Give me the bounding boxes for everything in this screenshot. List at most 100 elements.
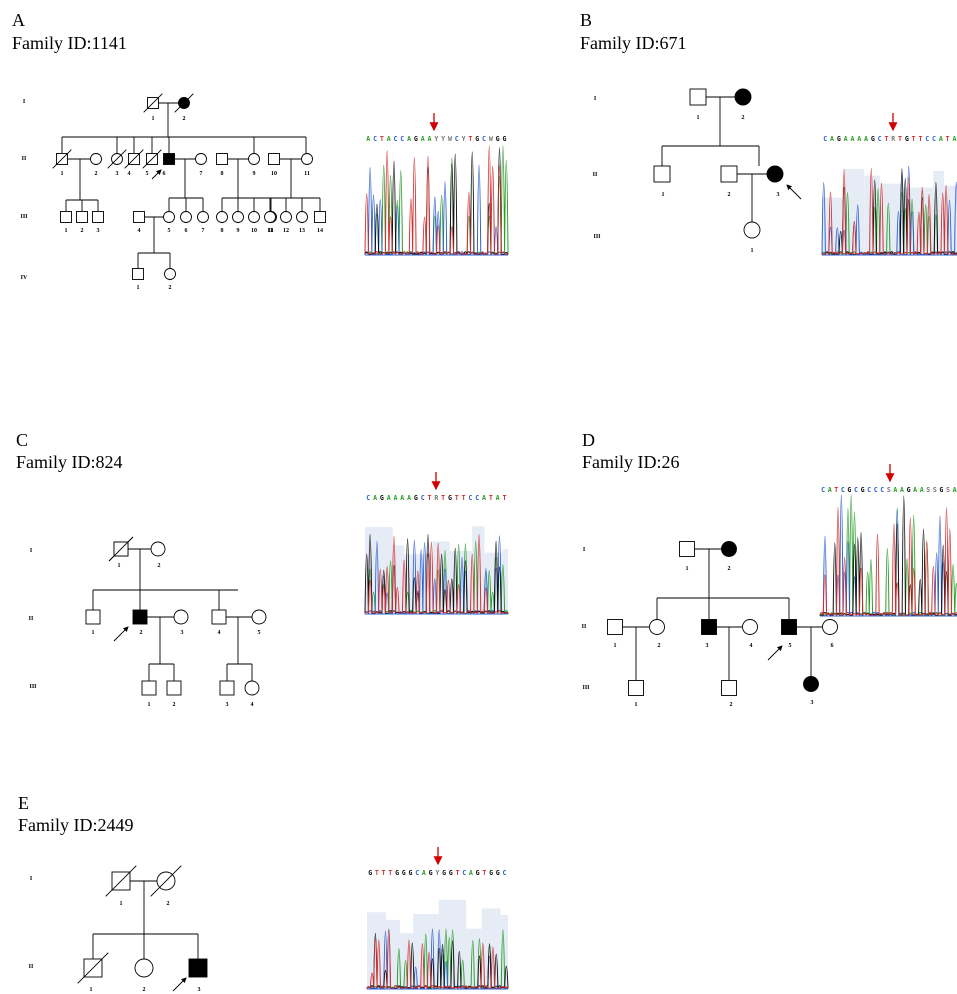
male-symbol bbox=[701, 619, 717, 635]
proband-arrow bbox=[786, 184, 802, 200]
panel-a-family-id: Family ID:1141 bbox=[12, 33, 127, 53]
deceased-slash bbox=[107, 149, 127, 169]
sequence-base: A bbox=[864, 135, 868, 143]
sequence-base: G bbox=[905, 135, 909, 143]
sequence-base: Y bbox=[435, 869, 439, 877]
panel-e-label: E bbox=[18, 793, 29, 813]
sequence-base: C bbox=[925, 135, 929, 143]
sequence-base: C bbox=[932, 135, 936, 143]
individual-number: 10 bbox=[251, 228, 257, 234]
female-symbol bbox=[251, 609, 267, 625]
quality-bar bbox=[392, 545, 405, 614]
sequence-base: C bbox=[462, 869, 466, 877]
female-symbol bbox=[264, 211, 276, 223]
female-symbol bbox=[301, 153, 313, 165]
sequence-base: G bbox=[395, 869, 399, 877]
individual-number: 2 bbox=[730, 702, 733, 708]
sequence-base: R bbox=[891, 135, 895, 143]
sequence-base: C bbox=[878, 135, 882, 143]
sequence-base: C bbox=[823, 135, 827, 143]
sequence-base: G bbox=[861, 486, 865, 494]
sequence-base: C bbox=[455, 135, 459, 143]
generation-label: II bbox=[22, 156, 27, 162]
female-symbol bbox=[280, 211, 292, 223]
individual-number: 1 bbox=[635, 702, 638, 708]
male-symbol bbox=[721, 680, 737, 696]
individual-number: 10 bbox=[271, 171, 277, 177]
individual-number: 1 bbox=[662, 192, 665, 198]
sequence-base: T bbox=[918, 135, 922, 143]
sequence-base: G bbox=[871, 135, 875, 143]
sequence-base: C bbox=[421, 494, 425, 502]
sequence-base: C bbox=[366, 494, 370, 502]
sequence-base: A bbox=[373, 494, 377, 502]
sequence-base: C bbox=[475, 494, 479, 502]
male-symbol bbox=[219, 680, 235, 696]
male-symbol bbox=[132, 609, 148, 625]
panel-c-family-id: Family ID:824 bbox=[16, 452, 123, 472]
generation-label: I bbox=[594, 96, 597, 102]
panel-e-family-id: Family ID:2449 bbox=[18, 815, 134, 835]
sequence-base: G bbox=[402, 869, 406, 877]
female-symbol bbox=[173, 609, 189, 625]
deceased-slash bbox=[124, 149, 144, 169]
female-symbol bbox=[163, 211, 175, 223]
male-symbol bbox=[689, 88, 707, 106]
individual-number: 3 bbox=[181, 630, 184, 636]
individual-number: 7 bbox=[200, 171, 203, 177]
individual-number: 4 bbox=[218, 630, 221, 636]
sequence-base: G bbox=[489, 869, 493, 877]
deceased-slash bbox=[174, 93, 194, 113]
quality-bar bbox=[481, 908, 501, 989]
male-symbol bbox=[188, 958, 208, 978]
male-symbol bbox=[166, 680, 182, 696]
individual-number: 1 bbox=[118, 563, 121, 569]
sequence-base: A bbox=[482, 494, 486, 502]
individual-number: 13 bbox=[299, 228, 305, 234]
individual-number: 6 bbox=[831, 643, 834, 649]
chromatogram-trace bbox=[821, 168, 957, 256]
generation-label: II bbox=[582, 624, 587, 630]
female-symbol bbox=[244, 680, 260, 696]
individual-number: 5 bbox=[168, 228, 171, 234]
individual-number: 2 bbox=[728, 192, 731, 198]
sequence-base: T bbox=[441, 494, 445, 502]
sequence-base: Y bbox=[434, 135, 438, 143]
panel-b-label: B bbox=[580, 10, 593, 30]
sequence-base: A bbox=[952, 135, 956, 143]
individual-number: 11 bbox=[304, 171, 310, 177]
male-symbol bbox=[132, 268, 144, 280]
female-symbol bbox=[164, 268, 176, 280]
individual-number: 3 bbox=[116, 171, 119, 177]
individual-number: 2 bbox=[183, 116, 186, 122]
sequence-base: C bbox=[880, 486, 884, 494]
male-symbol bbox=[76, 211, 88, 223]
chromatogram-trace bbox=[364, 534, 509, 615]
generation-label: II bbox=[29, 616, 34, 622]
quality-bar bbox=[933, 171, 944, 255]
individual-number: 2 bbox=[169, 285, 172, 291]
deceased-slash bbox=[143, 93, 163, 113]
female-symbol bbox=[742, 619, 758, 635]
sequence-base: T bbox=[456, 869, 460, 877]
sequence-base: A bbox=[830, 135, 834, 143]
individual-number: 3 bbox=[198, 987, 201, 993]
individual-number: 4 bbox=[750, 643, 753, 649]
individual-number: 1 bbox=[152, 116, 155, 122]
female-symbol bbox=[216, 211, 228, 223]
individual-number: 2 bbox=[173, 702, 176, 708]
generation-label: I bbox=[30, 548, 33, 554]
male-symbol bbox=[60, 211, 72, 223]
generation-label: III bbox=[593, 234, 601, 240]
male-symbol bbox=[679, 541, 695, 557]
chromatogram-trace bbox=[364, 145, 509, 256]
individual-number: 1 bbox=[137, 285, 140, 291]
individual-number: 9 bbox=[253, 171, 256, 177]
sequence-base: C bbox=[468, 494, 472, 502]
male-symbol bbox=[216, 153, 228, 165]
female-symbol bbox=[197, 211, 209, 223]
individual-number: 5 bbox=[789, 643, 792, 649]
sequence-base: G bbox=[476, 869, 480, 877]
sequence-base: T bbox=[455, 494, 459, 502]
